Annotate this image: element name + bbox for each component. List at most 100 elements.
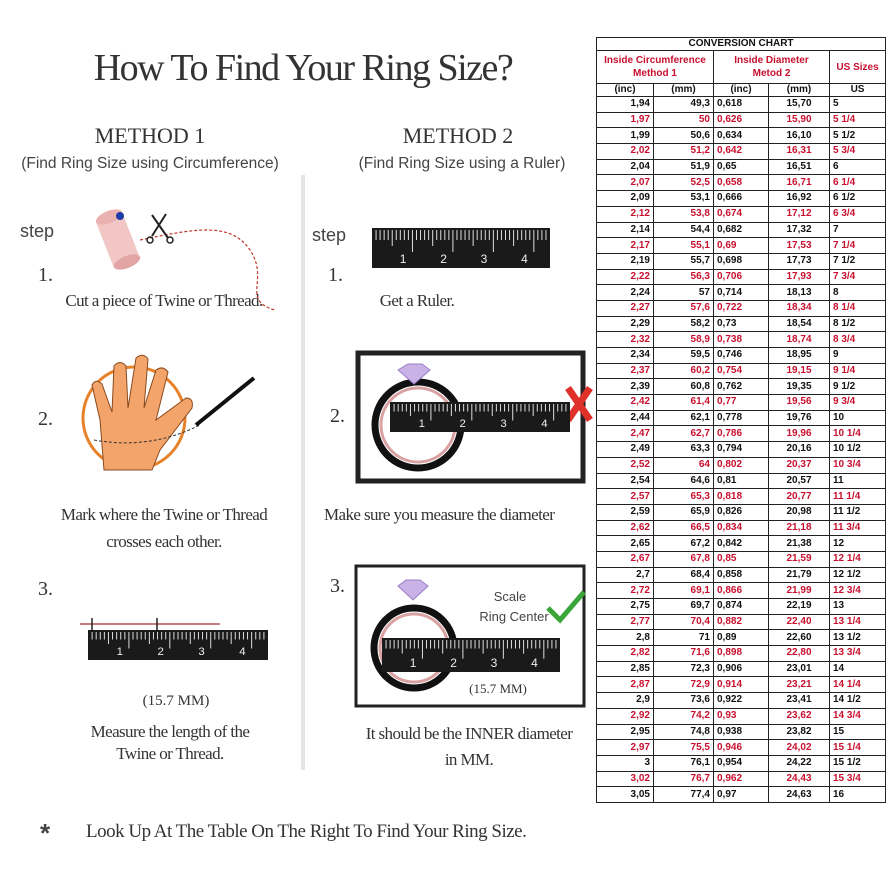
table-row: 2,04 51,9 0,65 16,51 6: [596, 158, 886, 176]
unit-cell: US: [828, 83, 886, 97]
table-row: 2,67 67,8 0,85 21,59 12 1/4: [596, 550, 886, 568]
table-cell: 2,75: [596, 598, 654, 615]
table-cell: 11 3/4: [828, 519, 886, 537]
table-cell: 0,762: [713, 378, 769, 396]
table-cell: 2,95: [596, 723, 654, 741]
ruler-label: 1: [419, 418, 425, 430]
table-cell: 5: [828, 96, 886, 113]
table-cell: 72,3: [653, 660, 714, 678]
table-row: 2,34 59,5 0,746 18,95 9: [596, 347, 886, 364]
group-header: Inside Diameter Metod 2: [713, 50, 830, 84]
table-cell: 0,674: [713, 205, 769, 223]
table-cell: 2,77: [596, 613, 654, 631]
table-cell: 0,954: [713, 754, 769, 772]
table-cell: 0,722: [713, 299, 769, 317]
step-caption: Twine or Thread.: [116, 744, 224, 763]
table-cell: 61,4: [653, 394, 714, 411]
table-row: 1,94 49,3 0,618 15,70 5: [596, 96, 886, 113]
table-row: 2,9 73,6 0,922 23,41 14 1/2: [596, 692, 886, 709]
table-cell: 16,51: [768, 158, 830, 176]
table-cell: 0,938: [713, 723, 769, 741]
table-row: 2,02 51,2 0,642 16,31 5 3/4: [596, 143, 886, 160]
table-cell: 2,62: [596, 519, 654, 537]
ruler-label: 3: [491, 656, 498, 670]
table-cell: 24,02: [768, 739, 830, 756]
table-cell: 52,5: [653, 174, 714, 192]
table-row: 2,17 55,1 0,69 17,53 7 1/4: [596, 237, 886, 254]
ruler: 1 2 3 4: [372, 228, 550, 268]
step-caption: Cut a piece of Twine or Thread.: [65, 291, 263, 310]
table-row: 2,22 56,3 0,706 17,93 7 3/4: [596, 268, 886, 286]
table-cell: 67,8: [653, 550, 714, 568]
table-cell: 2,9: [596, 692, 654, 709]
table-cell: 51,9: [653, 158, 714, 176]
step-caption: Get a Ruler.: [380, 291, 455, 310]
table-row: 2,87 72,9 0,914 23,21 14 1/4: [596, 676, 886, 694]
table-row: 2,57 65,3 0,818 20,77 11 1/4: [596, 488, 886, 505]
table-cell: 2,27: [596, 299, 654, 317]
hand-illustration: [81, 354, 256, 471]
table-row: 2,19 55,7 0,698 17,73 7 1/2: [596, 252, 886, 270]
header-text: Inside Circumference: [604, 55, 706, 66]
table-row: 2,77 70,4 0,882 22,40 13 1/4: [596, 613, 886, 631]
table-cell: 67,2: [653, 535, 714, 552]
table-row: 2,14 54,4 0,682 17,32 7: [596, 221, 886, 239]
table-cell: 19,76: [768, 409, 830, 427]
table-cell: 13 1/2: [828, 629, 886, 647]
method-subtitle: (Find Ring Size using Circumference): [21, 155, 279, 172]
table-cell: 19,96: [768, 425, 830, 443]
table-cell: 2,02: [596, 143, 654, 160]
table-cell: 11 1/4: [828, 488, 886, 505]
table-row: 2,44 62,1 0,778 19,76 10: [596, 409, 886, 427]
table-cell: 0,818: [713, 488, 769, 505]
table-cell: 0,834: [713, 519, 769, 537]
table-row: 2,62 66,5 0,834 21,18 11 3/4: [596, 519, 886, 537]
ruler: 1 2 3 4: [88, 630, 268, 660]
table-row: 2,7 68,4 0,858 21,79 12 1/2: [596, 566, 886, 584]
table-cell: 72,9: [653, 676, 714, 694]
table-cell: 2,87: [596, 676, 654, 694]
ruler-label: 4: [521, 252, 528, 266]
table-cell: 0,962: [713, 770, 769, 788]
table-cell: 0,93: [713, 707, 769, 725]
ruler: 1 2 3 4: [382, 638, 560, 672]
table-cell: 5 3/4: [828, 143, 886, 160]
table-cell: 2,67: [596, 550, 654, 568]
table-row: 1,97 50 0,626 15,90 5 1/4: [596, 111, 886, 129]
table-cell: 12 1/2: [828, 566, 886, 584]
table-cell: 22,19: [768, 598, 830, 615]
table-cell: 2,24: [596, 284, 654, 301]
table-cell: 21,18: [768, 519, 830, 537]
table-cell: 0,842: [713, 535, 769, 552]
table-cell: 0,642: [713, 143, 769, 160]
table-cell: 0,738: [713, 331, 769, 348]
table-cell: 55,7: [653, 252, 714, 270]
table-cell: 63,3: [653, 441, 714, 458]
table-cell: 15 1/2: [828, 754, 886, 772]
table-cell: 0,874: [713, 598, 769, 615]
table-cell: 23,62: [768, 707, 830, 725]
table-cell: 8 1/4: [828, 299, 886, 317]
ruler-label: 2: [157, 646, 163, 658]
table-row: 2,97 75,5 0,946 24,02 15 1/4: [596, 739, 886, 756]
table-cell: 0,754: [713, 362, 769, 380]
table-cell: 18,54: [768, 315, 830, 333]
step-number: 2.: [38, 408, 53, 430]
table-cell: 0,85: [713, 550, 769, 568]
table-cell: 15,70: [768, 96, 830, 113]
table-cell: 2,47: [596, 425, 654, 443]
table-cell: 62,7: [653, 425, 714, 443]
table-cell: 69,1: [653, 582, 714, 599]
table-cell: 0,81: [713, 472, 769, 490]
table-cell: 0,634: [713, 127, 769, 145]
table-cell: 2,32: [596, 331, 654, 348]
ruler-label: 2: [450, 656, 457, 670]
table-cell: 3,05: [596, 786, 654, 803]
ruler-label: 4: [541, 418, 547, 430]
table-cell: 16,71: [768, 174, 830, 192]
table-cell: 2,72: [596, 582, 654, 599]
table-cell: 24,22: [768, 754, 830, 772]
table-cell: 50,6: [653, 127, 714, 145]
table-cell: 20,16: [768, 441, 830, 458]
table-cell: 0,794: [713, 441, 769, 458]
